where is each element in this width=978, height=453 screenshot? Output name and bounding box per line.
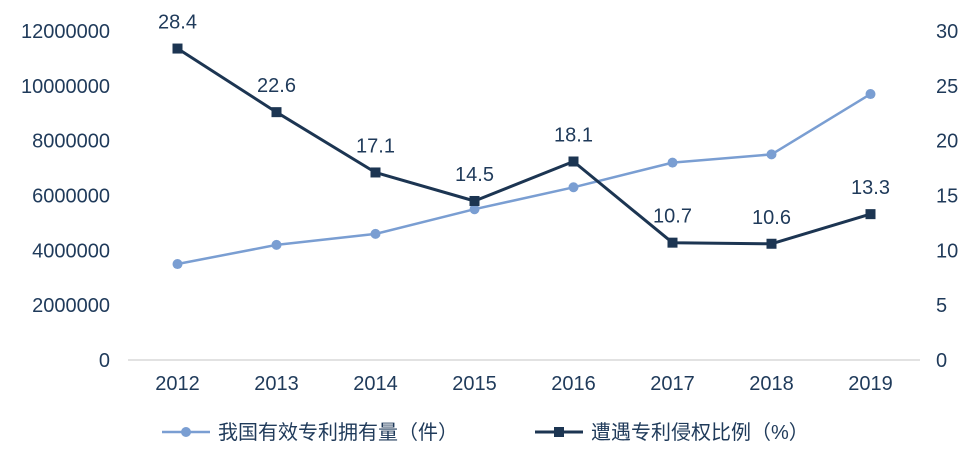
data-label: 17.1 xyxy=(356,135,395,157)
series-0-point xyxy=(766,149,777,160)
x-tick-label: 2014 xyxy=(353,373,398,395)
series-line-1 xyxy=(176,47,871,246)
series-1-point xyxy=(766,238,777,249)
y-right-tick-label: 15 xyxy=(936,186,958,208)
y-right-tick-label: 25 xyxy=(936,76,958,98)
x-tick-label: 2013 xyxy=(254,373,299,395)
data-label: 13.3 xyxy=(851,177,890,199)
y-right-tick-label: 30 xyxy=(936,21,958,43)
x-tick-label: 2016 xyxy=(551,373,596,395)
legend: 我国有效专利拥有量（件） 遭遇专利侵权比例（%） xyxy=(162,421,809,444)
x-axis: 2012 2013 2014 2015 2016 2017 2018 2019 xyxy=(128,359,920,395)
series-1-point xyxy=(568,156,579,167)
y-left-tick-label: 10000000 xyxy=(21,76,110,98)
series-0-point xyxy=(370,228,381,239)
series-0-point xyxy=(172,259,183,270)
series-0-point xyxy=(667,157,678,168)
series-1-point xyxy=(370,167,381,178)
y-left-tick-label: 0 xyxy=(99,350,110,372)
series-1-point xyxy=(469,195,480,206)
series-1-point xyxy=(271,107,282,118)
series-0-point xyxy=(865,89,876,100)
series-0-point xyxy=(271,239,282,250)
y-right-tick-label: 10 xyxy=(936,240,958,262)
y-axis-right: 0 5 10 15 20 25 30 xyxy=(936,21,958,372)
y-left-tick-label: 12000000 xyxy=(21,21,110,43)
x-tick-label: 2015 xyxy=(452,373,497,395)
legend-marker-circle xyxy=(181,427,191,437)
y-right-tick-label: 5 xyxy=(936,295,947,317)
data-label: 14.5 xyxy=(455,164,494,186)
legend-marker-square xyxy=(554,427,564,437)
series-1-point xyxy=(667,237,678,248)
y-right-tick-label: 0 xyxy=(936,350,947,372)
y-left-tick-label: 6000000 xyxy=(32,186,110,208)
x-tick-label: 2019 xyxy=(848,373,893,395)
x-tick-label: 2018 xyxy=(749,373,794,395)
series-1-point xyxy=(865,209,876,220)
x-tick-label: 2017 xyxy=(650,373,695,395)
data-label: 10.7 xyxy=(653,206,692,228)
series-0-point xyxy=(469,204,480,215)
series-1-point xyxy=(172,43,183,54)
y-left-tick-label: 8000000 xyxy=(32,131,110,153)
y-right-tick-label: 20 xyxy=(936,131,958,153)
y-left-tick-label: 4000000 xyxy=(32,240,110,262)
legend-label: 我国有效专利拥有量（件） xyxy=(218,421,458,444)
data-label: 28.4 xyxy=(158,12,197,34)
series-0-point xyxy=(568,182,579,193)
data-labels: 28.4 22.6 17.1 14.5 18.1 10.7 10.6 13.3 xyxy=(158,12,890,229)
series-line-0 xyxy=(177,93,872,266)
y-axis-left: 0 2000000 4000000 6000000 8000000 10000000 120… xyxy=(21,21,110,372)
data-label: 18.1 xyxy=(554,125,593,147)
x-tick-label: 2012 xyxy=(155,373,200,395)
series-layer xyxy=(172,43,876,270)
data-label: 10.6 xyxy=(752,207,791,229)
data-label: 22.6 xyxy=(257,75,296,97)
legend-label: 遭遇专利侵权比例（%） xyxy=(591,421,809,444)
y-left-tick-label: 2000000 xyxy=(32,295,110,317)
